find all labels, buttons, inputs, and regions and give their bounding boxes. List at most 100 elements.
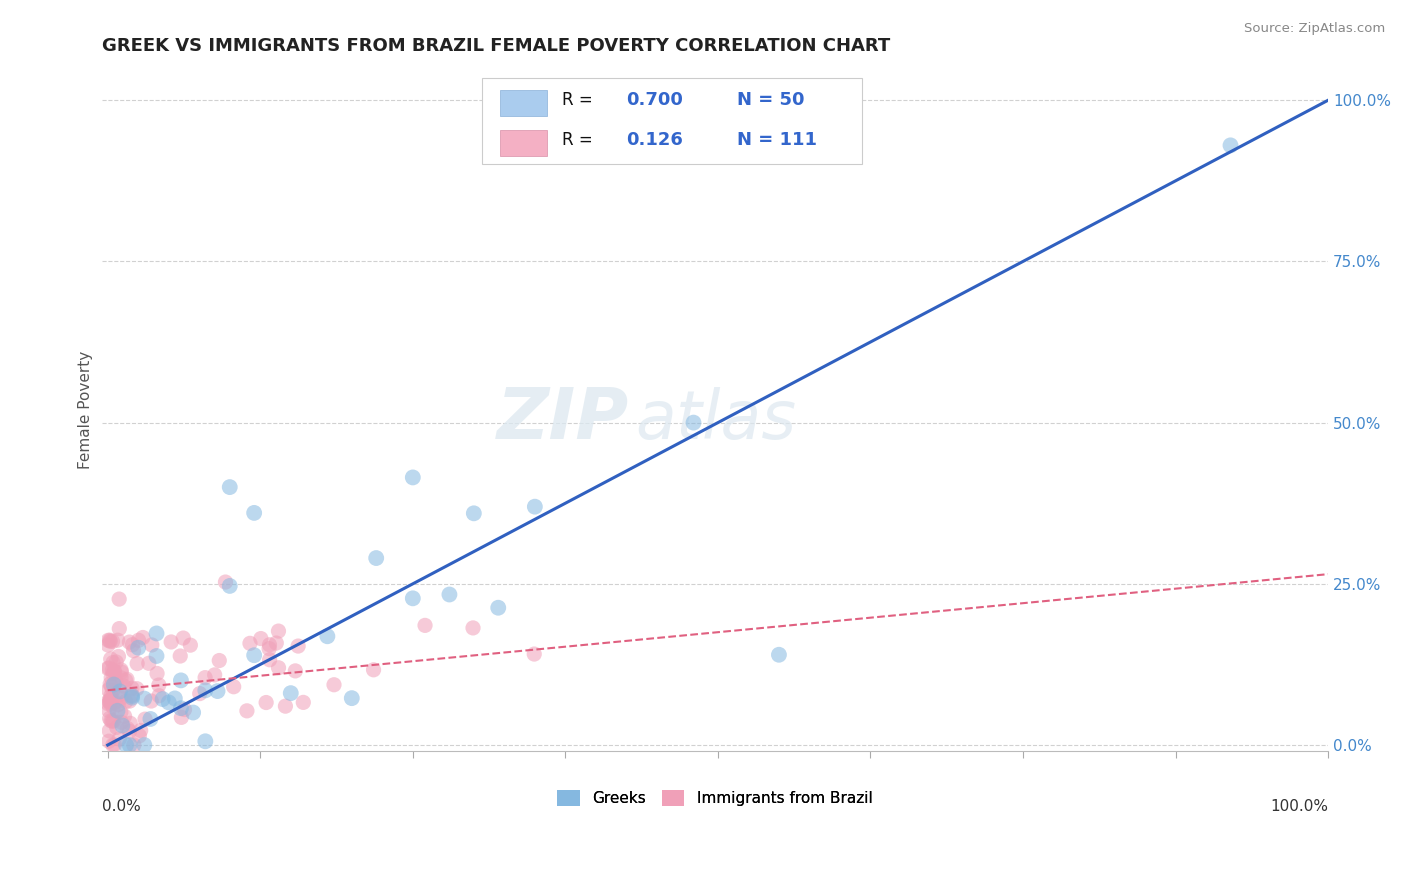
Point <box>145 626 167 640</box>
Point <box>120 688 142 702</box>
Point <box>461 621 484 635</box>
Point <box>316 629 339 643</box>
Point <box>194 734 217 748</box>
Point <box>110 691 132 706</box>
Point <box>115 738 138 752</box>
Text: 0.126: 0.126 <box>627 131 683 149</box>
Point <box>188 687 211 701</box>
Point <box>97 697 120 711</box>
Point <box>101 714 124 728</box>
Point <box>181 706 204 720</box>
Point <box>110 663 132 677</box>
Point <box>101 738 124 752</box>
Point <box>100 679 122 693</box>
Point <box>402 591 425 606</box>
Point <box>100 693 122 707</box>
FancyBboxPatch shape <box>501 129 547 155</box>
Point <box>121 638 143 652</box>
Point <box>121 681 143 696</box>
Point <box>98 723 121 738</box>
Point <box>97 734 120 748</box>
Point <box>243 506 266 520</box>
Point <box>138 657 160 671</box>
Point <box>218 480 240 494</box>
Point <box>257 641 280 656</box>
Point <box>134 712 156 726</box>
Point <box>146 666 169 681</box>
Point <box>169 648 191 663</box>
Point <box>139 712 162 726</box>
Text: 0.700: 0.700 <box>627 91 683 109</box>
Point <box>160 635 183 649</box>
Point <box>340 691 363 706</box>
Point <box>104 674 127 689</box>
Point <box>148 678 170 692</box>
Point <box>125 681 148 696</box>
Point <box>134 738 156 752</box>
Point <box>179 638 201 652</box>
Point <box>243 648 266 663</box>
Point <box>172 631 194 645</box>
Point <box>107 649 129 664</box>
Point <box>107 698 129 712</box>
FancyBboxPatch shape <box>501 90 547 116</box>
Text: atlas: atlas <box>636 387 796 453</box>
Point <box>114 694 136 708</box>
Point <box>523 647 546 661</box>
Point <box>105 655 128 669</box>
Point <box>267 624 290 639</box>
Point <box>101 700 124 714</box>
Point <box>97 661 120 675</box>
Point <box>214 575 236 590</box>
Point <box>170 701 193 715</box>
Point <box>103 738 125 752</box>
Point <box>110 715 132 730</box>
Point <box>163 691 186 706</box>
Point <box>254 696 277 710</box>
Point <box>173 702 195 716</box>
Point <box>100 671 122 685</box>
Point <box>108 684 131 698</box>
Point <box>145 648 167 663</box>
Point <box>101 683 124 698</box>
Point <box>267 661 290 675</box>
Text: 100.0%: 100.0% <box>1270 799 1329 814</box>
Point <box>121 690 143 705</box>
Legend: Greeks, Immigrants from Brazil: Greeks, Immigrants from Brazil <box>551 784 879 813</box>
Point <box>100 689 122 703</box>
Point <box>107 704 129 718</box>
Point <box>128 633 150 648</box>
Point <box>323 678 346 692</box>
Point <box>250 632 273 646</box>
Text: N = 111: N = 111 <box>737 131 817 149</box>
Point <box>120 716 142 731</box>
Point <box>111 718 134 732</box>
Point <box>112 679 135 693</box>
Point <box>128 729 150 743</box>
Point <box>100 697 122 711</box>
Point <box>259 638 281 652</box>
Point <box>463 506 485 520</box>
Point <box>114 709 136 723</box>
Point <box>259 653 281 667</box>
Point <box>122 738 145 752</box>
Point <box>118 738 141 752</box>
FancyBboxPatch shape <box>482 78 862 163</box>
Point <box>768 648 790 662</box>
Text: R =: R = <box>561 91 598 109</box>
Text: 0.0%: 0.0% <box>101 799 141 814</box>
Point <box>121 689 143 703</box>
Point <box>266 636 288 650</box>
Point <box>101 634 124 648</box>
Point <box>157 695 180 709</box>
Point <box>103 664 125 678</box>
Point <box>207 684 229 698</box>
Point <box>100 652 122 666</box>
Point <box>97 694 120 708</box>
Point <box>98 711 121 725</box>
Point <box>152 692 174 706</box>
Point <box>101 663 124 677</box>
Point <box>101 656 124 670</box>
Point <box>110 706 132 720</box>
Point <box>97 683 120 698</box>
